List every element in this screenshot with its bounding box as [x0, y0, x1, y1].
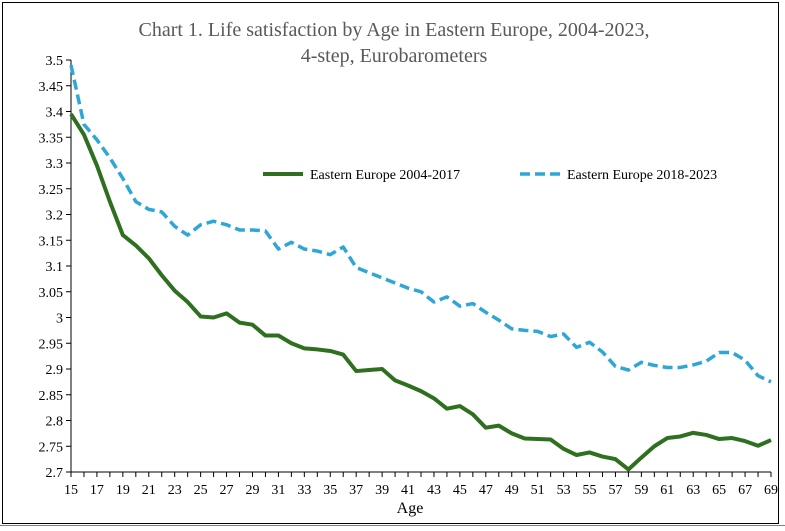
y-tick-label-3-2: 3.2	[46, 209, 64, 224]
bottom-rule	[0, 525, 785, 526]
y-tick-label-3: 3	[56, 312, 63, 327]
x-tick-label-23: 23	[168, 483, 182, 498]
legend-label-eastern-europe-2018-2023: Eastern Europe 2018-2023	[567, 168, 717, 183]
chart-subtitle: 4-step, Eurobarometers	[301, 45, 488, 67]
x-tick-label-29: 29	[245, 483, 259, 498]
y-tick-label-2-85: 2.85	[39, 389, 64, 404]
x-tick-label-21: 21	[142, 483, 156, 498]
y-tick-label-2-7: 2.7	[46, 466, 64, 481]
x-tick-label-31: 31	[271, 483, 285, 498]
y-tick-label-3-1: 3.1	[46, 260, 64, 275]
x-tick-label-37: 37	[349, 483, 363, 498]
x-tick-label-25: 25	[194, 483, 208, 498]
y-tick-label-2-8: 2.8	[46, 415, 64, 430]
legend-label-eastern-europe-2004-2017: Eastern Europe 2004-2017	[310, 168, 460, 183]
x-tick-label-33: 33	[297, 483, 311, 498]
y-tick-label-3-15: 3.15	[39, 234, 64, 249]
x-tick-label-63: 63	[686, 483, 700, 498]
series-line-eastern-europe-2004-2017	[69, 113, 772, 472]
x-tick-label-69: 69	[764, 483, 778, 498]
x-tick-label-57: 57	[608, 483, 622, 498]
x-tick-label-61: 61	[660, 483, 674, 498]
series-line-eastern-europe-2018-2023	[69, 64, 772, 384]
x-tick-label-47: 47	[479, 483, 493, 498]
x-tick-label-55: 55	[583, 483, 597, 498]
chart-title: Chart 1. Life satisfaction by Age in Eas…	[139, 19, 650, 41]
y-tick-label-3-45: 3.45	[39, 80, 64, 95]
x-tick-label-15: 15	[64, 483, 78, 498]
y-tick-label-3-4: 3.4	[46, 106, 64, 121]
x-tick-label-39: 39	[375, 483, 389, 498]
y-axis: 3.5 3.45 3.4 3.35 3.3 3.25 3.2 3.15 3.1 3.05 3 2.95…	[39, 54, 72, 481]
x-tick-label-27: 27	[220, 483, 234, 498]
x-tick-label-35: 35	[323, 483, 337, 498]
y-tick-label-3-5: 3.5	[46, 54, 64, 69]
y-tick-label-2-75: 2.75	[39, 440, 64, 455]
x-tick-label-43: 43	[427, 483, 441, 498]
x-tick-label-49: 49	[505, 483, 519, 498]
y-tick-label-2-95: 2.95	[39, 337, 64, 352]
y-tick-label-2-9: 2.9	[46, 363, 64, 378]
x-tick-label-19: 19	[116, 483, 130, 498]
x-tick-label-53: 53	[557, 483, 571, 498]
series-group	[69, 64, 772, 472]
legend: Eastern Europe 2004-2017 Eastern Europe …	[263, 168, 717, 183]
chart-frame	[2, 2, 779, 524]
x-tick-label-41: 41	[401, 483, 415, 498]
x-tick-label-51: 51	[531, 483, 545, 498]
y-tick-label-3-25: 3.25	[39, 183, 64, 198]
y-tick-label-3-05: 3.05	[39, 286, 64, 301]
x-axis: 15 17 19 21 23 25 27 29 31 33 35 37 39 41 43 45 47 49 51 53…	[64, 471, 778, 498]
y-tick-label-3-3: 3.3	[46, 157, 64, 172]
x-tick-label-45: 45	[453, 483, 467, 498]
x-tick-label-67: 67	[738, 483, 752, 498]
x-axis-label: Age	[397, 500, 424, 517]
y-tick-label-3-35: 3.35	[39, 131, 64, 146]
x-tick-label-17: 17	[90, 483, 104, 498]
x-tick-label-65: 65	[712, 483, 726, 498]
x-tick-label-59: 59	[634, 483, 648, 498]
